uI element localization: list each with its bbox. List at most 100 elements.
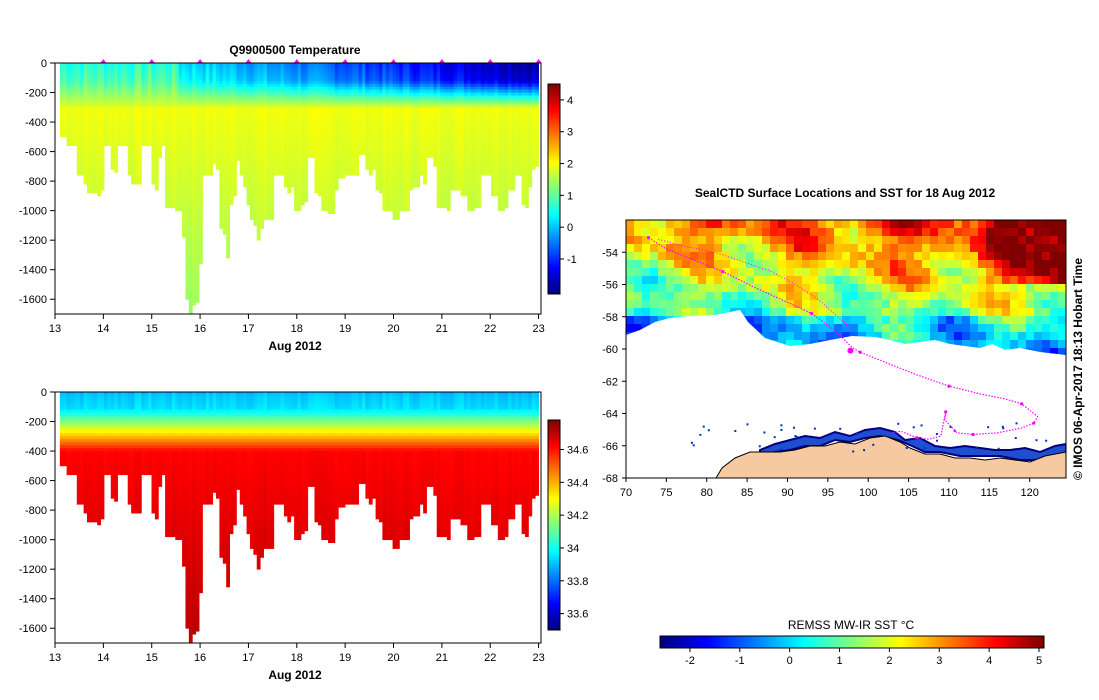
temperature-cell	[324, 133, 329, 138]
temperature-cell	[266, 145, 271, 150]
temperature-cell	[429, 98, 434, 102]
temperature-cell	[73, 127, 78, 132]
temperature-cell	[382, 116, 387, 120]
temperature-cell	[304, 92, 309, 96]
temperature-cell	[185, 95, 190, 99]
temperature-cell	[385, 189, 390, 194]
temperature-cell	[321, 65, 326, 70]
temperature-cell	[161, 68, 166, 73]
temperature-cell	[93, 98, 98, 102]
temperature-cell	[253, 178, 258, 182]
temperature-cell	[154, 139, 159, 144]
temperature-cell	[137, 178, 142, 182]
temperature-cell	[362, 122, 366, 126]
temperature-cell	[185, 222, 190, 226]
temperature-cell	[314, 101, 319, 105]
temperature-cell	[355, 95, 360, 99]
temperature-cell	[321, 187, 326, 191]
temperature-cell	[270, 63, 275, 67]
temperature-cell	[416, 92, 421, 96]
temperature-cell	[151, 130, 156, 135]
temperature-cell	[199, 92, 203, 96]
temperature-cell	[100, 148, 105, 152]
temperature-cell	[402, 169, 407, 173]
temperature-cell	[120, 92, 125, 96]
temperature-cell	[446, 65, 451, 70]
temperature-cell	[379, 172, 383, 176]
temperature-cell	[243, 71, 247, 76]
temperature-cell	[192, 107, 197, 111]
temperature-cell	[199, 225, 203, 229]
temperature-cell	[256, 207, 261, 212]
temperature-cell	[331, 136, 336, 141]
temperature-cell	[127, 77, 132, 82]
temperature-cell	[399, 136, 404, 141]
temperature-cell	[222, 89, 227, 93]
temperature-cell	[334, 116, 339, 120]
temperature-cell	[195, 63, 200, 67]
temperature-cell	[93, 125, 98, 129]
temperature-cell	[178, 107, 183, 111]
temperature-cell	[331, 113, 336, 117]
temperature-cell	[239, 77, 244, 82]
temperature-cell	[209, 151, 214, 155]
temperature-cell	[436, 80, 441, 85]
temperature-cell	[63, 86, 68, 90]
temperature-cell	[239, 74, 244, 79]
temperature-cell	[178, 195, 183, 200]
temperature-cell	[76, 95, 81, 99]
temperature-cell	[93, 77, 98, 82]
temperature-cell	[277, 83, 281, 88]
temperature-cell	[365, 116, 370, 120]
temperature-cell	[154, 89, 159, 93]
temperature-cell	[151, 71, 156, 76]
temperature-cell	[409, 86, 414, 90]
temperature-cell	[283, 65, 288, 70]
temperature-cell	[110, 77, 115, 82]
temperature-cell	[395, 184, 400, 188]
temperature-cell	[209, 127, 214, 132]
temperature-cell	[358, 110, 363, 114]
temperature-cell	[385, 95, 390, 99]
temperature-cell	[260, 68, 264, 73]
temperature-cell	[256, 184, 261, 188]
temperature-cell	[192, 101, 197, 105]
temperature-cell	[219, 195, 224, 200]
temperature-cell	[80, 83, 85, 88]
temperature-cell	[263, 101, 268, 105]
temperature-cell	[266, 154, 271, 158]
temperature-cell	[389, 98, 393, 102]
temperature-cell	[321, 175, 326, 179]
temperature-cell	[70, 89, 74, 93]
temperature-cell	[134, 110, 139, 114]
temperature-cell	[93, 107, 98, 111]
temperature-cell	[165, 92, 169, 96]
temperature-cell	[66, 133, 71, 138]
temperature-cell	[246, 195, 251, 200]
temperature-cell	[294, 92, 298, 96]
temperature-cell	[107, 119, 112, 123]
temperature-cell	[406, 157, 410, 161]
temperature-cell	[399, 166, 404, 170]
temperature-cell	[379, 139, 383, 144]
temperature-cell	[124, 86, 129, 90]
temperature-cell	[195, 195, 200, 200]
temperature-cell	[100, 142, 105, 147]
temperature-cell	[419, 169, 424, 173]
temperature-cell	[97, 113, 101, 117]
temperature-cell	[392, 145, 397, 150]
temperature-cell	[192, 80, 197, 85]
temperature-cell	[290, 63, 295, 67]
temperature-cell	[107, 68, 112, 73]
temperature-cell	[144, 68, 149, 73]
temperature-cell	[73, 116, 78, 120]
temperature-cell	[419, 107, 424, 111]
temperature-cell	[199, 222, 203, 226]
temperature-cell	[192, 198, 197, 203]
temperature-cell	[365, 125, 370, 129]
temperature-cell	[249, 119, 254, 123]
temperature-cell	[97, 133, 101, 138]
temperature-cell	[151, 110, 156, 114]
temperature-cell	[253, 110, 258, 114]
temperature-cell	[402, 198, 407, 203]
